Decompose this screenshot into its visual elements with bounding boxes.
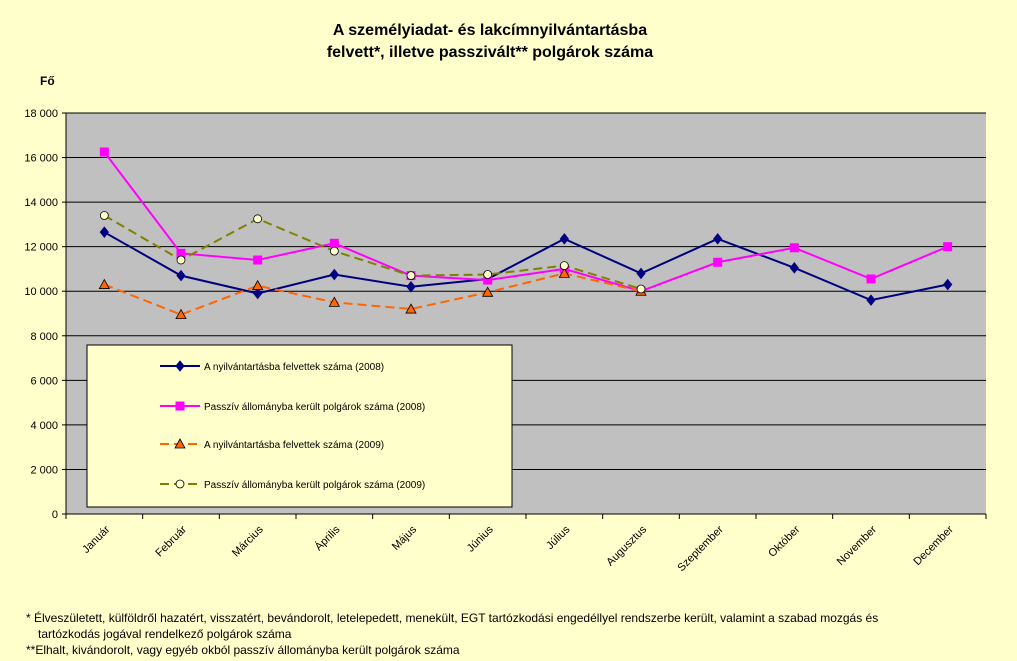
series-line-2 (103, 151, 949, 293)
legend-label-1: A nyilvántartásba felvettek száma (2008) (204, 362, 384, 373)
data-point (405, 303, 417, 314)
data-point (713, 257, 723, 267)
data-point (329, 238, 339, 248)
data-point (943, 278, 953, 291)
series-line-4 (103, 214, 642, 290)
data-point (713, 233, 723, 245)
data-point (789, 243, 799, 253)
legend-marker-4 (175, 479, 185, 489)
data-point (559, 233, 569, 245)
x-tick-label: Május (390, 523, 420, 553)
chart-title: A személyiadat- és lakcímnyilvántartásba… (0, 20, 980, 64)
x-tick-label: Szeptember (675, 523, 726, 574)
data-point (99, 147, 109, 157)
y-tick-label: 2 000 (30, 464, 58, 476)
data-point (943, 242, 953, 252)
data-point (866, 274, 876, 284)
chart-title-line2: felvett*, illetve passzivált** polgárok … (326, 44, 654, 61)
x-tick-label: Február (153, 523, 189, 559)
data-point (481, 286, 494, 297)
legend-label-2: Passzív állományba került polgárok száma… (204, 402, 425, 413)
footnote-1-cont: tartózkodás jogával rendelkező polgárok … (38, 627, 292, 641)
x-tick-label: Március (230, 523, 266, 559)
series-line-1 (103, 231, 948, 302)
x-tick-label: November (835, 523, 880, 568)
data-point (175, 308, 187, 320)
y-axis-label: Fő (40, 74, 55, 88)
data-point (559, 261, 569, 271)
x-tick-label: Június (465, 523, 496, 554)
y-tick-label: 18 000 (24, 108, 58, 120)
data-point (406, 280, 416, 293)
data-point (253, 214, 263, 224)
legend-marker-2 (175, 401, 185, 411)
data-point (329, 268, 339, 281)
x-tick-label: December (911, 523, 956, 568)
data-point (636, 284, 646, 294)
y-tick-label: 10 000 (24, 286, 58, 298)
x-tick-label: Április (312, 523, 343, 554)
x-tick-label: Július (544, 523, 573, 552)
legend-label-3: A nyilvántartásba felvettek száma (2009) (204, 440, 384, 451)
data-point (329, 246, 339, 256)
data-point (789, 262, 799, 274)
data-point (406, 271, 416, 281)
x-tick-label: Január (80, 523, 113, 556)
y-tick-label: 12 000 (24, 242, 58, 254)
data-point (483, 270, 493, 279)
data-point (253, 287, 263, 300)
legend-label-4: Passzív állományba került polgárok száma… (204, 480, 425, 491)
y-tick-label: 6 000 (30, 375, 58, 387)
data-point (866, 294, 876, 306)
data-point (99, 211, 109, 220)
data-point (328, 296, 341, 307)
y-tick-label: 8 000 (30, 331, 58, 343)
legend (86, 344, 513, 508)
y-tick-label: 4 000 (30, 420, 58, 432)
x-tick-label: Augusztus (604, 523, 649, 568)
footnotes: * Élveszületett, külföldről hazatért, vi… (26, 610, 1006, 658)
data-point (636, 267, 646, 280)
data-point (176, 255, 186, 265)
data-point (558, 267, 571, 278)
footnote-1: * Élveszületett, külföldről hazatért, vi… (26, 611, 879, 625)
data-point (253, 255, 263, 265)
data-point (176, 269, 186, 282)
series-line-3 (103, 272, 642, 316)
y-tick-label: 0 (52, 509, 58, 521)
legend-marker-1 (175, 360, 185, 372)
data-point (98, 278, 111, 289)
legend-marker-3 (174, 438, 186, 449)
data-point (99, 226, 109, 238)
x-tick-label: Október (766, 523, 802, 559)
footnote-2: **Elhalt, kivándorolt, vagy egyéb okból … (26, 643, 460, 657)
data-point (251, 279, 264, 291)
y-tick-label: 16 000 (24, 153, 58, 165)
y-tick-label: 14 000 (24, 197, 58, 209)
chart-title-line1: A személyiadat- és lakcímnyilvántartásba (332, 22, 648, 39)
